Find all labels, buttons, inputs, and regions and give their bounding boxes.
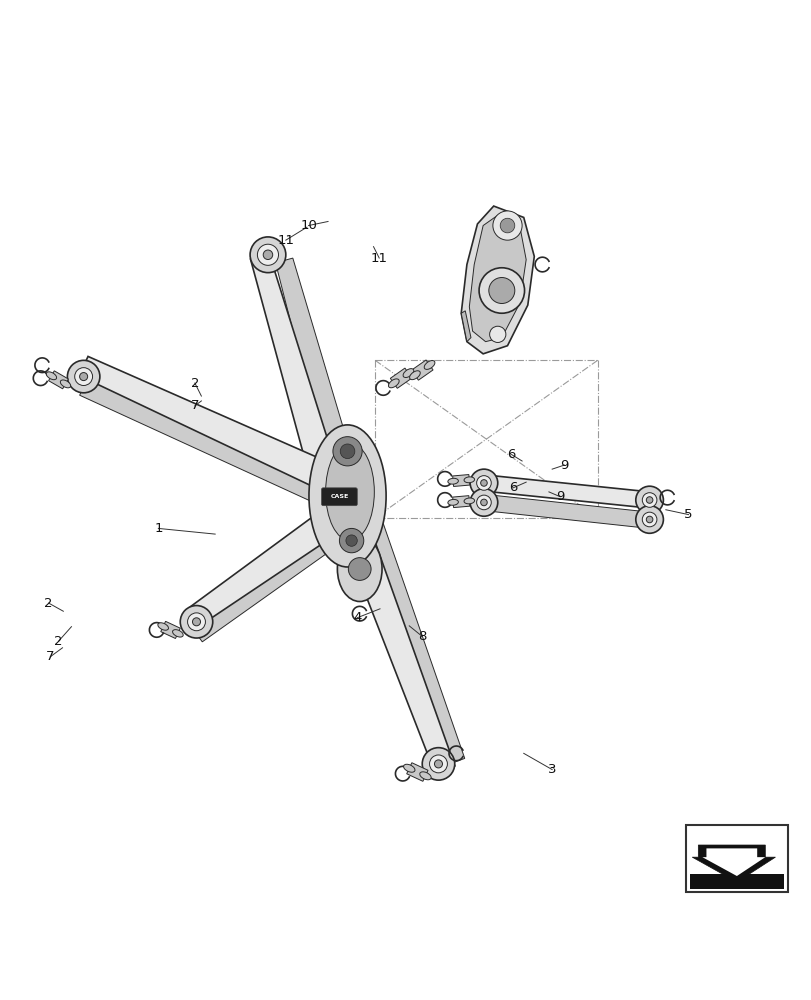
- Text: 1: 1: [154, 522, 162, 535]
- Polygon shape: [702, 848, 764, 876]
- Polygon shape: [452, 496, 470, 508]
- Text: 7: 7: [46, 650, 54, 663]
- Text: CASE: CASE: [330, 494, 348, 499]
- Circle shape: [263, 250, 272, 260]
- Polygon shape: [333, 503, 454, 773]
- Circle shape: [642, 493, 656, 507]
- Circle shape: [488, 278, 514, 303]
- Ellipse shape: [463, 498, 474, 504]
- Circle shape: [422, 748, 454, 780]
- Polygon shape: [79, 356, 346, 497]
- Circle shape: [470, 489, 497, 516]
- Polygon shape: [411, 360, 432, 380]
- Text: 2: 2: [191, 377, 199, 390]
- Circle shape: [480, 499, 487, 506]
- Circle shape: [635, 486, 663, 514]
- Text: 6: 6: [508, 481, 517, 494]
- Circle shape: [478, 268, 524, 313]
- Polygon shape: [461, 311, 470, 342]
- Ellipse shape: [157, 623, 168, 630]
- Circle shape: [333, 437, 362, 466]
- Circle shape: [429, 755, 447, 773]
- Polygon shape: [483, 494, 650, 528]
- Text: 5: 5: [684, 508, 692, 521]
- Ellipse shape: [402, 369, 414, 378]
- Polygon shape: [406, 763, 427, 781]
- Polygon shape: [469, 216, 526, 342]
- Text: 6: 6: [507, 448, 515, 461]
- Circle shape: [635, 506, 663, 533]
- Circle shape: [470, 469, 497, 497]
- Circle shape: [476, 476, 491, 490]
- Ellipse shape: [409, 371, 420, 380]
- Text: 11: 11: [371, 252, 387, 265]
- Circle shape: [646, 497, 652, 503]
- Circle shape: [180, 606, 212, 638]
- Ellipse shape: [463, 477, 474, 483]
- Polygon shape: [275, 258, 362, 500]
- Text: 10: 10: [300, 219, 316, 232]
- Circle shape: [348, 558, 371, 580]
- Ellipse shape: [423, 361, 435, 369]
- Polygon shape: [349, 496, 464, 765]
- Text: 2: 2: [45, 597, 53, 610]
- Circle shape: [340, 444, 354, 459]
- Polygon shape: [452, 475, 470, 486]
- FancyBboxPatch shape: [321, 488, 357, 506]
- Circle shape: [250, 237, 285, 273]
- Ellipse shape: [388, 379, 399, 388]
- FancyBboxPatch shape: [689, 874, 783, 889]
- Circle shape: [646, 516, 652, 523]
- Ellipse shape: [403, 764, 414, 772]
- Circle shape: [187, 613, 205, 631]
- Polygon shape: [483, 475, 650, 508]
- Text: 3: 3: [547, 763, 556, 776]
- Circle shape: [434, 760, 442, 768]
- Ellipse shape: [46, 372, 57, 380]
- Polygon shape: [79, 377, 344, 512]
- Text: 11: 11: [277, 234, 294, 247]
- Ellipse shape: [448, 499, 458, 505]
- Circle shape: [489, 326, 505, 342]
- Ellipse shape: [448, 478, 458, 484]
- Ellipse shape: [308, 425, 385, 567]
- Circle shape: [79, 373, 88, 381]
- Text: 9: 9: [556, 490, 564, 503]
- Circle shape: [642, 512, 656, 527]
- Ellipse shape: [325, 443, 374, 541]
- Polygon shape: [250, 254, 342, 496]
- Polygon shape: [390, 368, 411, 388]
- Circle shape: [500, 218, 514, 233]
- FancyBboxPatch shape: [685, 825, 787, 892]
- Ellipse shape: [419, 772, 431, 780]
- Polygon shape: [461, 206, 534, 354]
- Ellipse shape: [337, 537, 381, 601]
- Circle shape: [480, 480, 487, 486]
- Circle shape: [192, 618, 200, 626]
- Circle shape: [75, 368, 92, 386]
- Ellipse shape: [60, 380, 71, 388]
- Polygon shape: [161, 621, 180, 639]
- Circle shape: [476, 495, 491, 510]
- Text: 9: 9: [560, 459, 568, 472]
- Circle shape: [67, 360, 100, 393]
- Text: 7: 7: [191, 399, 199, 412]
- Circle shape: [339, 528, 363, 553]
- Polygon shape: [191, 496, 357, 624]
- Text: 2: 2: [54, 635, 62, 648]
- Polygon shape: [49, 371, 68, 389]
- Polygon shape: [691, 845, 775, 882]
- Circle shape: [345, 535, 357, 546]
- Ellipse shape: [173, 630, 183, 637]
- Text: 4: 4: [353, 611, 361, 624]
- Text: 8: 8: [418, 630, 426, 643]
- Circle shape: [492, 211, 521, 240]
- Circle shape: [257, 244, 278, 265]
- Polygon shape: [191, 512, 354, 642]
